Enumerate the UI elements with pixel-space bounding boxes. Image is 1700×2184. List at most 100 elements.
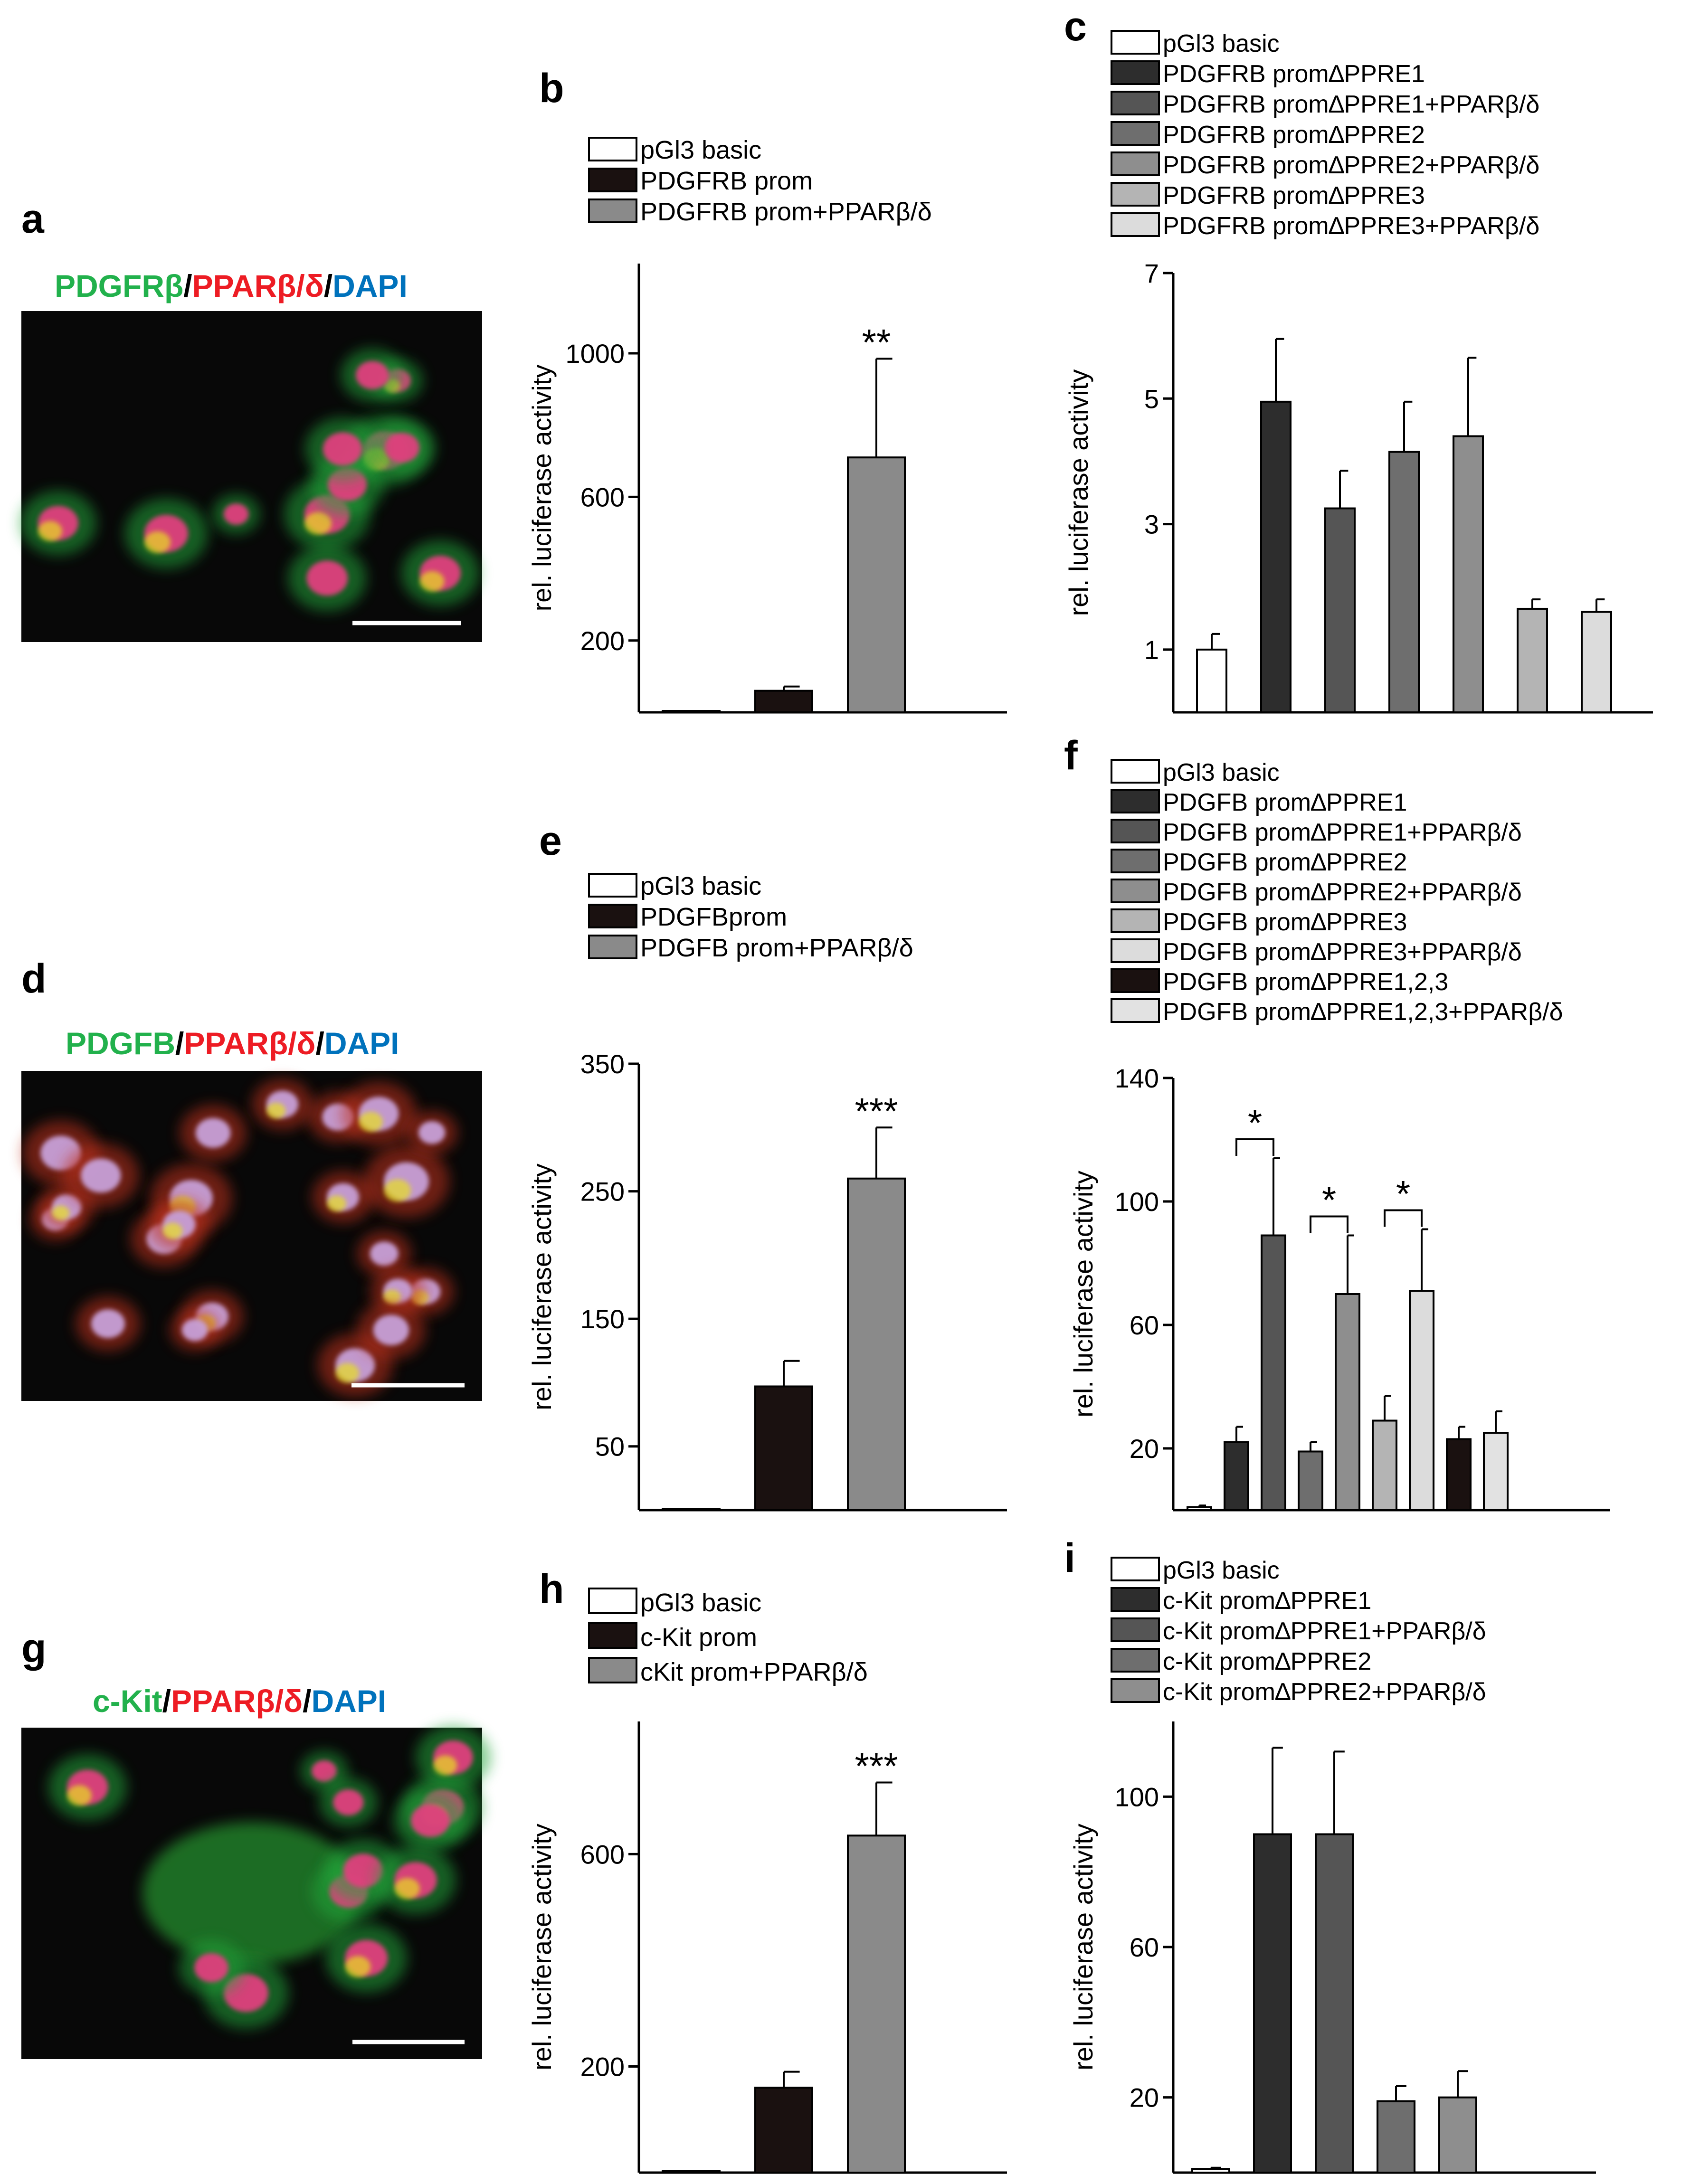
y-tick-label: 7 [1144,258,1159,288]
legend-swatch [1111,60,1160,85]
legend-swatch [1111,30,1160,55]
legend-swatch [1111,819,1160,843]
colocalization-spot [345,1956,371,1977]
title-part: PPARβ/δ [192,268,324,303]
legend-swatch [1111,789,1160,813]
bar [1377,2100,1415,2174]
significance-bracket: * [1235,1102,1274,1156]
legend: pGl3 basic PDGFRB prom∆PPRE1 PDGFRB prom∆P… [1111,30,1539,240]
panel-letter-b: b [539,66,564,111]
y-tick-label: 1000 [565,339,625,369]
title-part: / [162,1683,171,1719]
bar [1253,1833,1292,2174]
panel-letter-e: e [539,818,562,864]
legend-label: PDGFRB prom∆PPRE2 [1163,121,1425,149]
legend-label: PDGFB prom∆PPRE2 [1163,849,1407,876]
colocalization-spot [66,1785,92,1806]
cell-nucleus [306,560,348,596]
micrograph-panel-g: gc-Kit/PPARβ/δ/DAPI [21,1626,491,2059]
legend-swatch [588,1622,637,1649]
bar [1335,1293,1360,1511]
title-part: / [315,1026,324,1061]
cells [22,1078,457,1397]
cell-nucleus [312,1760,337,1782]
legend-label: PDGFRB prom∆PPRE3+PPARβ/δ [1163,212,1539,240]
legend-swatch [588,904,637,928]
colocalization-spot [162,1222,183,1239]
bar [1324,507,1356,714]
title-part: / [183,268,192,303]
colocalization-spot [433,1755,457,1776]
legend-label: pGl3 basic [640,136,761,164]
y-axis-label: rel. luciferase activity [527,1163,557,1410]
bar [1196,648,1227,714]
title-part: PPARβ/δ [171,1683,303,1719]
y-tick-label: 200 [580,626,625,656]
legend-label: PDGFB prom∆PPRE3+PPARβ/δ [1163,938,1522,966]
panel-letter-d: d [21,956,47,1002]
legend-swatch [588,1588,637,1614]
bar [1581,611,1612,713]
cell-nucleus [355,361,389,389]
legend-label: PDGFRB prom∆PPRE3 [1163,182,1425,209]
panel-letter-c: c [1064,4,1087,49]
legend-swatch [588,137,637,161]
legend-swatch [1111,908,1160,933]
y-tick-label: 200 [580,2052,625,2081]
cell-nucleus [181,1319,208,1341]
bar [1315,1833,1354,2174]
bar [754,1385,813,1511]
y-tick-label: 20 [1130,2083,1159,2113]
legend-swatch [1111,182,1160,207]
legend-swatch [1111,759,1160,784]
legend-label: c-Kit prom∆PPRE1+PPARβ/δ [1163,1617,1486,1645]
title-part: DAPI [311,1683,386,1719]
title-part: DAPI [332,268,408,303]
legend-label: pGl3 basic [640,1588,761,1617]
bar [847,1177,906,1512]
colocalization-spot [394,1878,420,1900]
legend-label: PDGFBprom [640,903,787,931]
bracket-line [1384,1209,1423,1227]
legend-label: PDGFRB prom [640,167,813,195]
colocalization-spot [304,512,332,535]
chart-panel-e: e pGl3 basic PDGFBprom PDGFB prom+PPARβ/δ 50… [527,818,1007,1512]
colocalization-spot [38,521,62,541]
significance-marker: *** [855,1745,898,1787]
legend-swatch [1111,1648,1160,1673]
legend-swatch [1111,1678,1160,1703]
cell-nucleus [370,1241,399,1266]
y-tick-label: 3 [1144,510,1159,539]
bar [1453,435,1484,713]
legend-label: PDGFB prom∆PPRE1 [1163,789,1407,816]
legend-label: PDGFB prom∆PPRE3 [1163,908,1407,936]
legend-label: c-Kit prom [640,1623,757,1652]
title-part: / [303,1683,311,1719]
legend-label: PDGFB prom∆PPRE1,2,3+PPARβ/δ [1163,998,1563,1026]
y-axis-label: rel. luciferase activity [1068,1824,1098,2071]
cell-nucleus [373,1314,409,1345]
y-tick-label: 600 [580,482,625,512]
legend-label: PDGFRB prom∆PPRE2+PPARβ/δ [1163,151,1539,179]
colocalization-spot [419,571,445,592]
legend-label: pGl3 basic [1163,30,1280,57]
title-part: c-Kit [93,1683,162,1719]
y-tick-label: 100 [1115,1782,1159,1812]
panel-letter-f: f [1064,733,1078,778]
title-part: / [175,1026,184,1061]
colocalization-spot [359,1112,383,1132]
chart-panel-c: c pGl3 basic PDGFRB prom∆PPRE1 PDGFRB prom∆… [1064,4,1653,714]
cell-nucleus [384,433,420,463]
colocalization-spot [335,1363,360,1383]
legend-swatch [1111,212,1160,237]
legend-label: PDGFRB prom∆PPRE1+PPARβ/δ [1163,91,1539,118]
cell-nucleus [81,1158,121,1193]
cell-nucleus [224,503,249,525]
panel-letter-i: i [1064,1535,1075,1581]
significance-marker: ** [862,321,891,363]
legend-label: pGl3 basic [1163,1557,1280,1584]
bar [1191,2168,1230,2174]
cell-cytoplasm [142,1822,361,1965]
